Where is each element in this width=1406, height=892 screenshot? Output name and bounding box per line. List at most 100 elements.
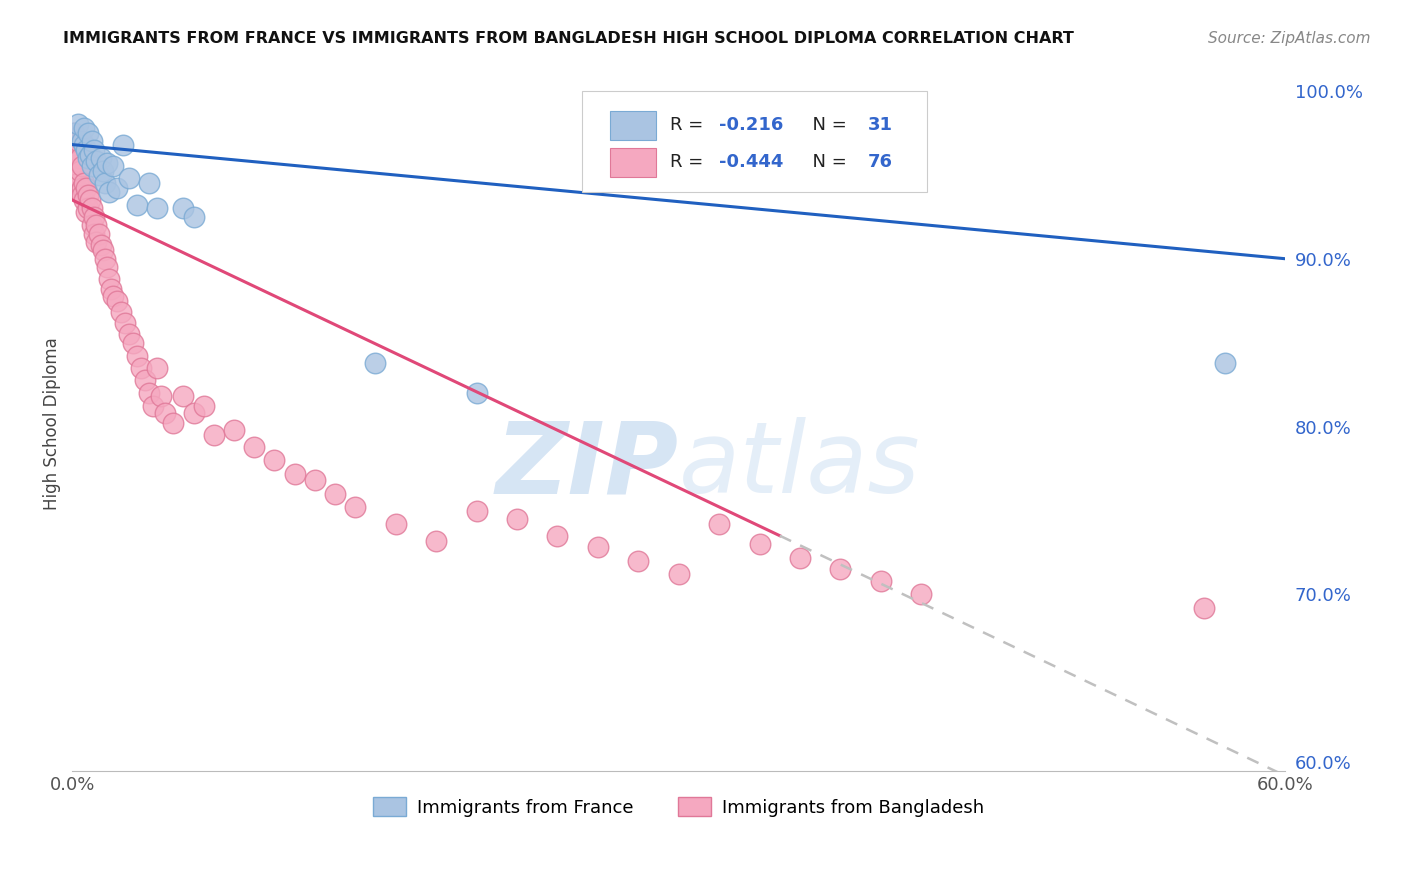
Point bbox=[105, 181, 128, 195]
Point bbox=[72, 134, 94, 148]
Point bbox=[82, 218, 104, 232]
Point bbox=[86, 235, 108, 249]
Point bbox=[465, 386, 488, 401]
Point bbox=[67, 176, 90, 190]
Text: N =: N = bbox=[801, 153, 852, 171]
Point bbox=[69, 185, 91, 199]
Point bbox=[118, 327, 141, 342]
Point bbox=[77, 126, 100, 140]
Point bbox=[75, 204, 97, 219]
Point bbox=[118, 171, 141, 186]
Point bbox=[138, 176, 160, 190]
Point bbox=[910, 587, 932, 601]
Point bbox=[87, 227, 110, 241]
Point bbox=[284, 467, 307, 481]
Point bbox=[75, 143, 97, 157]
Point bbox=[86, 218, 108, 232]
Text: ZIP: ZIP bbox=[496, 417, 679, 514]
Text: 31: 31 bbox=[868, 116, 893, 134]
Point bbox=[73, 176, 96, 190]
Point bbox=[150, 389, 173, 403]
Point bbox=[100, 282, 122, 296]
Point bbox=[183, 406, 205, 420]
Point bbox=[1194, 600, 1216, 615]
Text: IMMIGRANTS FROM FRANCE VS IMMIGRANTS FROM BANGLADESH HIGH SCHOOL DIPLOMA CORRELA: IMMIGRANTS FROM FRANCE VS IMMIGRANTS FRO… bbox=[63, 31, 1074, 46]
Point bbox=[146, 360, 169, 375]
Point bbox=[202, 428, 225, 442]
Point bbox=[91, 244, 114, 258]
Text: R =: R = bbox=[671, 116, 709, 134]
Point bbox=[73, 137, 96, 152]
Point bbox=[101, 160, 124, 174]
Point bbox=[162, 416, 184, 430]
Point bbox=[1213, 356, 1236, 370]
Point bbox=[77, 202, 100, 216]
Point bbox=[63, 137, 86, 152]
Point bbox=[384, 516, 406, 531]
Point bbox=[82, 160, 104, 174]
Point bbox=[96, 156, 118, 170]
Point bbox=[243, 440, 266, 454]
Point bbox=[93, 176, 115, 190]
Point bbox=[65, 131, 87, 145]
Point bbox=[425, 533, 447, 548]
Point bbox=[79, 147, 101, 161]
Text: atlas: atlas bbox=[679, 417, 921, 514]
Point bbox=[83, 210, 105, 224]
Text: -0.216: -0.216 bbox=[718, 116, 783, 134]
Point bbox=[586, 541, 609, 555]
Point bbox=[90, 238, 112, 252]
Point bbox=[627, 554, 650, 568]
Point bbox=[134, 373, 156, 387]
Point bbox=[72, 188, 94, 202]
Point bbox=[77, 188, 100, 202]
Point bbox=[97, 185, 120, 199]
Point bbox=[869, 574, 891, 588]
Point bbox=[546, 529, 568, 543]
Point bbox=[67, 154, 90, 169]
Point bbox=[172, 389, 194, 403]
Point bbox=[82, 202, 104, 216]
Point bbox=[364, 356, 387, 370]
Point bbox=[172, 202, 194, 216]
Point bbox=[86, 154, 108, 169]
Text: R =: R = bbox=[671, 153, 709, 171]
Point bbox=[87, 168, 110, 182]
Point bbox=[63, 151, 86, 165]
Point bbox=[79, 193, 101, 207]
Legend: Immigrants from France, Immigrants from Bangladesh: Immigrants from France, Immigrants from … bbox=[366, 790, 991, 824]
Point bbox=[96, 260, 118, 274]
Point bbox=[506, 512, 529, 526]
Point bbox=[72, 160, 94, 174]
Point bbox=[122, 335, 145, 350]
Point bbox=[668, 567, 690, 582]
Point bbox=[65, 168, 87, 182]
Point bbox=[69, 151, 91, 165]
Point bbox=[82, 134, 104, 148]
Point bbox=[155, 406, 177, 420]
Point bbox=[323, 487, 346, 501]
Point bbox=[465, 503, 488, 517]
Point bbox=[304, 473, 326, 487]
Point bbox=[125, 349, 148, 363]
Bar bbox=[610, 111, 655, 140]
Point bbox=[73, 193, 96, 207]
Point bbox=[129, 360, 152, 375]
Bar bbox=[610, 148, 655, 178]
Point bbox=[75, 181, 97, 195]
Point bbox=[69, 164, 91, 178]
Point bbox=[146, 202, 169, 216]
Point bbox=[72, 181, 94, 195]
Point bbox=[77, 151, 100, 165]
Point bbox=[789, 550, 811, 565]
Point bbox=[91, 164, 114, 178]
Point bbox=[193, 400, 215, 414]
Point bbox=[63, 126, 86, 140]
Point bbox=[222, 423, 245, 437]
Text: Source: ZipAtlas.com: Source: ZipAtlas.com bbox=[1208, 31, 1371, 46]
Point bbox=[344, 500, 367, 515]
Point bbox=[67, 118, 90, 132]
Text: N =: N = bbox=[801, 116, 852, 134]
Point bbox=[263, 453, 285, 467]
Point bbox=[111, 137, 134, 152]
